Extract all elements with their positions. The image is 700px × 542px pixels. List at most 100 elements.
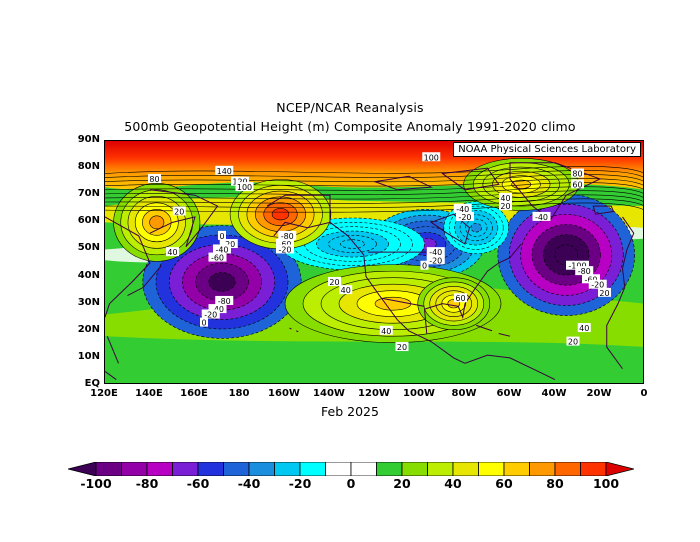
contour-label: 0	[218, 230, 226, 241]
colorbar-swatch	[554, 462, 581, 476]
colorbar-tick-label: 100	[592, 476, 620, 491]
coastline	[606, 216, 635, 370]
svg-text:-40: -40	[215, 245, 228, 254]
lat-tick-label: 60N	[77, 215, 100, 227]
colorbar-swatch	[478, 462, 505, 476]
chart-title: NCEP/NCAR Reanalysis	[276, 100, 424, 115]
lat-tick-label: 40N	[77, 269, 100, 281]
lon-tick-label: 0	[640, 388, 648, 399]
lon-tick-label: 180	[228, 388, 250, 399]
coastline	[476, 324, 511, 337]
contour-line	[105, 182, 643, 191]
coastline	[464, 354, 556, 381]
lat-tick-label: 30N	[77, 296, 100, 308]
contour-fill	[208, 272, 236, 292]
contour-label: -40	[213, 244, 231, 254]
coastline	[266, 194, 331, 237]
lon-tick-label: 40W	[541, 388, 567, 399]
contour-label: 40	[379, 325, 393, 336]
svg-text:60: 60	[572, 180, 582, 189]
lat-tick-label: 90N	[77, 134, 100, 145]
lon-tick-label: 20W	[586, 388, 612, 399]
svg-text:-20: -20	[204, 311, 217, 320]
contour-label: -80	[278, 230, 297, 241]
contour-label: -40	[453, 203, 472, 214]
svg-text:-20: -20	[278, 245, 291, 254]
colorbar-swatch	[223, 462, 250, 476]
coastline	[430, 213, 471, 245]
colorbar-swatch	[172, 462, 199, 476]
contour-label: 0	[200, 317, 208, 328]
svg-text:20: 20	[329, 278, 339, 287]
colorbar-swatch	[146, 462, 173, 476]
colorbar-swatch	[427, 462, 454, 476]
contour-label: -20	[276, 244, 294, 254]
colorbar-swatch	[121, 462, 148, 476]
svg-text:100: 100	[424, 153, 439, 162]
svg-text:40: 40	[381, 327, 391, 336]
contour-label: 40	[577, 323, 591, 333]
colorbar-swatch	[529, 462, 556, 476]
lat-tick-label: 20N	[77, 323, 100, 335]
contour-label: 60	[454, 293, 467, 303]
colorbar-tick-label: 80	[546, 476, 564, 491]
negative-anomaly-center	[497, 193, 635, 316]
svg-text:80: 80	[572, 170, 582, 179]
contour-line	[105, 198, 643, 209]
lon-tick-label: 140W	[313, 388, 345, 399]
svg-text:20: 20	[397, 343, 407, 352]
colorbar-tick-label: -60	[186, 476, 210, 491]
contour-label: -20	[456, 211, 474, 222]
contour-label: 100	[422, 152, 441, 162]
coastline	[509, 162, 602, 221]
positive-anomaly-center	[417, 277, 491, 330]
contour-label: 20	[598, 287, 611, 298]
lat-tick-label: 50N	[77, 242, 100, 254]
colorbar-tick-label: -100	[80, 476, 112, 491]
coastline	[149, 189, 219, 248]
date-label: Feb 2025	[321, 404, 379, 419]
colorbar-swatch	[350, 462, 377, 476]
contour-label: 40	[166, 247, 179, 257]
svg-text:40: 40	[500, 194, 510, 203]
colorbar-tick-label: -80	[135, 476, 159, 491]
positive-anomaly-center	[113, 182, 201, 262]
negative-anomaly-center	[280, 217, 425, 271]
svg-text:80: 80	[149, 175, 159, 184]
lon-tick-label: 120E	[90, 388, 118, 399]
colorbar-swatch	[401, 462, 428, 476]
lat-tick-label: 80N	[77, 161, 100, 173]
svg-text:40: 40	[341, 286, 351, 295]
chart-subtitle: 500mb Geopotential Height (m) Composite …	[124, 119, 576, 134]
colorbar-tick-label: -40	[237, 476, 261, 491]
contour-label: 40	[499, 192, 512, 203]
contour-fill	[374, 296, 412, 311]
lon-tick-label: 60W	[496, 388, 522, 399]
svg-text:-40: -40	[456, 205, 469, 214]
coastline	[289, 327, 299, 333]
svg-text:-20: -20	[458, 213, 471, 222]
colorbar-tick-label: 40	[444, 476, 462, 491]
contour-label: 40	[339, 285, 353, 295]
contour-label: 100	[235, 182, 254, 192]
svg-text:0: 0	[201, 319, 206, 328]
contour-line	[105, 170, 643, 178]
svg-text:20: 20	[568, 338, 578, 347]
colorbar-swatch	[95, 462, 122, 476]
svg-text:0: 0	[219, 232, 224, 241]
contour-fill	[340, 239, 365, 249]
contour-label: -80	[575, 266, 594, 276]
contour-line	[105, 178, 643, 187]
colorbar-tick-label: 20	[393, 476, 411, 491]
negative-anomaly-center	[142, 225, 302, 339]
lon-tick-label: 160W	[268, 388, 300, 399]
lon-tick-label: 80W	[451, 388, 477, 399]
svg-text:-80: -80	[218, 297, 231, 306]
contour-line	[105, 194, 643, 204]
lon-tick-label: 160E	[180, 388, 208, 399]
colorbar-swatch	[274, 462, 301, 476]
svg-text:20: 20	[500, 202, 510, 211]
contour-label: 60	[571, 179, 584, 189]
contour-line	[105, 190, 643, 200]
svg-text:140: 140	[217, 167, 232, 176]
